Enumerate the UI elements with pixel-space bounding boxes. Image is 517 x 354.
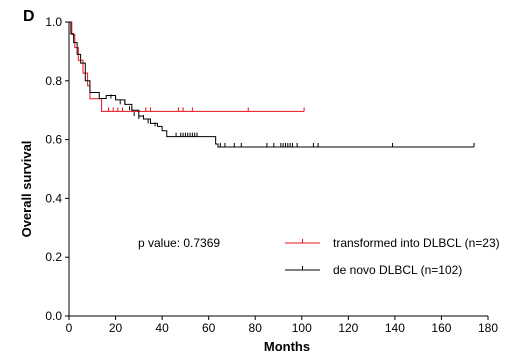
series-layer [69,21,475,148]
y-tick-label: 0.2 [45,250,62,264]
y-tick-label: 0.8 [45,74,62,88]
x-tick-label: 40 [155,321,169,335]
x-tick-label: 0 [66,321,73,335]
y-axis-ticks: 0.0 0.2 0.4 0.6 0.8 1.0 [45,15,69,323]
y-tick-label: 1.0 [45,15,62,29]
legend-label: transformed into DLBCL (n=23) [333,236,500,250]
x-tick-label: 180 [478,321,498,335]
x-tick-label: 100 [292,321,312,335]
series-2 [69,21,475,148]
y-axis-label: Overall survival [19,141,34,238]
x-axis-ticks: 0 20 40 60 80 100 120 140 160 180 [66,316,498,335]
panel-letter: D [23,8,35,25]
x-tick-label: 140 [385,321,405,335]
y-tick-label: 0.6 [45,133,62,147]
y-tick-label: 0.0 [45,309,62,323]
x-tick-label: 20 [109,321,123,335]
x-tick-label: 160 [431,321,451,335]
x-axis-label: Months [264,339,310,354]
legend: transformed into DLBCL (n=23) de novo DLB… [285,236,500,277]
legend-label: de novo DLBCL (n=102) [333,263,462,277]
x-tick-label: 60 [202,321,216,335]
p-value-annotation: p value: 0.7369 [138,236,220,250]
x-tick-label: 120 [338,321,358,335]
axes [68,22,488,317]
y-tick-label: 0.4 [45,191,62,205]
survival-curve [69,21,475,148]
x-tick-label: 80 [249,321,263,335]
